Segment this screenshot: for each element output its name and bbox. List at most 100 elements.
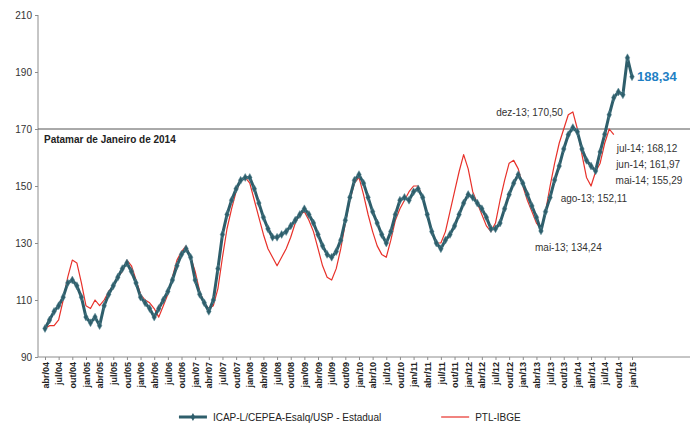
x-tick-mark [195,357,196,360]
y-tick-label: 90 [21,352,33,363]
series-marker [530,202,535,210]
series-marker [393,211,398,219]
series-marker [116,273,121,281]
x-tick-mark [414,357,415,360]
x-tick-mark [236,357,237,360]
annotation-label: dez-13; 170,50 [496,107,563,118]
x-tick-mark [345,357,346,360]
series-marker [243,174,248,182]
x-tick-mark [482,357,483,360]
x-tick-mark [182,357,183,360]
series-marker [220,231,225,239]
series-marker [284,228,289,236]
y-tick: 110 [16,295,38,306]
x-tick: jul/06 [164,357,174,386]
x-tick: jul/04 [54,357,64,386]
series-marker [147,305,152,313]
series-marker [448,231,453,239]
series-marker [402,193,407,201]
series-marker [352,176,357,184]
legend-marker [191,413,196,421]
series-marker [320,242,325,250]
series-line [45,58,632,329]
series-marker [175,262,180,270]
x-tick-mark [455,357,456,360]
series-marker [52,307,57,315]
x-tick-label: jul/11 [437,362,447,386]
series-marker [325,250,330,258]
x-tick: out/13 [559,357,569,389]
annotation-patch [560,193,629,204]
annotation: jul-14; 168,12 [615,143,679,154]
series-marker [543,208,548,216]
x-tick-label: out/13 [559,362,569,389]
x-tick-mark [86,357,87,360]
x-tick: jul/08 [273,357,283,386]
x-tick: abr/12 [477,357,487,389]
legend-label: PTL-IBGE [475,412,521,423]
series-marker [211,296,216,304]
chart: 90110130150170190210abr/04jul/04out/04ja… [0,0,700,433]
series-marker [602,130,607,138]
annotation: 188,34 [636,69,679,84]
series-marker [466,191,471,199]
x-tick-mark [386,357,387,360]
legend-item: ICAP-L/CEPEA-Esalq/USP - Estadual [179,412,381,423]
series-marker [170,276,175,284]
annotation: mai-13; 134,24 [534,242,603,253]
y-tick: 150 [15,181,38,192]
series-marker [93,313,98,321]
series-marker [498,219,503,227]
series-marker [575,128,580,136]
x-tick-mark [618,357,619,360]
x-tick-mark [168,357,169,360]
x-tick-mark [427,357,428,360]
series-marker [361,179,366,187]
x-tick: jan/15 [628,357,638,389]
series-marker [430,228,435,236]
series-marker [238,176,243,184]
y-tick-label: 210 [15,10,32,21]
series-marker [261,213,266,221]
y-axis: 90110130150170190210 [15,10,38,363]
series-marker [502,205,507,213]
series-marker [252,185,257,193]
reference-label: Patamar de Janeiro de 2014 [44,134,176,145]
annotation: ago-13; 152,11 [560,193,629,204]
series-line [45,112,614,329]
y-tick-mark [35,129,38,130]
series-marker [229,196,234,204]
series-marker [275,233,280,241]
series-marker [521,179,526,187]
y-tick: 190 [15,67,38,78]
x-tick: out/05 [123,357,133,389]
x-tick-label: jan/06 [136,362,146,389]
series-marker [525,191,530,199]
series-marker [489,225,494,233]
series-marker [584,156,589,164]
series-marker [84,313,89,321]
series-marker [75,282,80,290]
annotation-label: mai-14; 155,29 [616,175,683,186]
series-marker [302,205,307,213]
x-tick-mark [441,357,442,360]
y-tick-mark [35,357,38,358]
x-tick: jan/11 [409,357,419,388]
x-tick: jan/13 [518,357,528,389]
x-tick-label: jul/09 [327,362,337,386]
x-tick-mark [468,357,469,360]
series-marker [329,253,334,261]
series-marker [379,231,384,239]
x-tick-mark [536,357,537,360]
x-tick-label: jul/10 [382,362,392,386]
x-tick: jan/14 [573,357,583,389]
series-marker [120,265,125,273]
x-tick-mark [577,357,578,360]
series-marker [193,276,198,284]
series-marker [338,236,343,244]
series-marker [552,176,557,184]
series-marker [461,199,466,207]
x-tick-mark [509,357,510,360]
series-marker [375,219,380,227]
series-marker [612,94,617,102]
